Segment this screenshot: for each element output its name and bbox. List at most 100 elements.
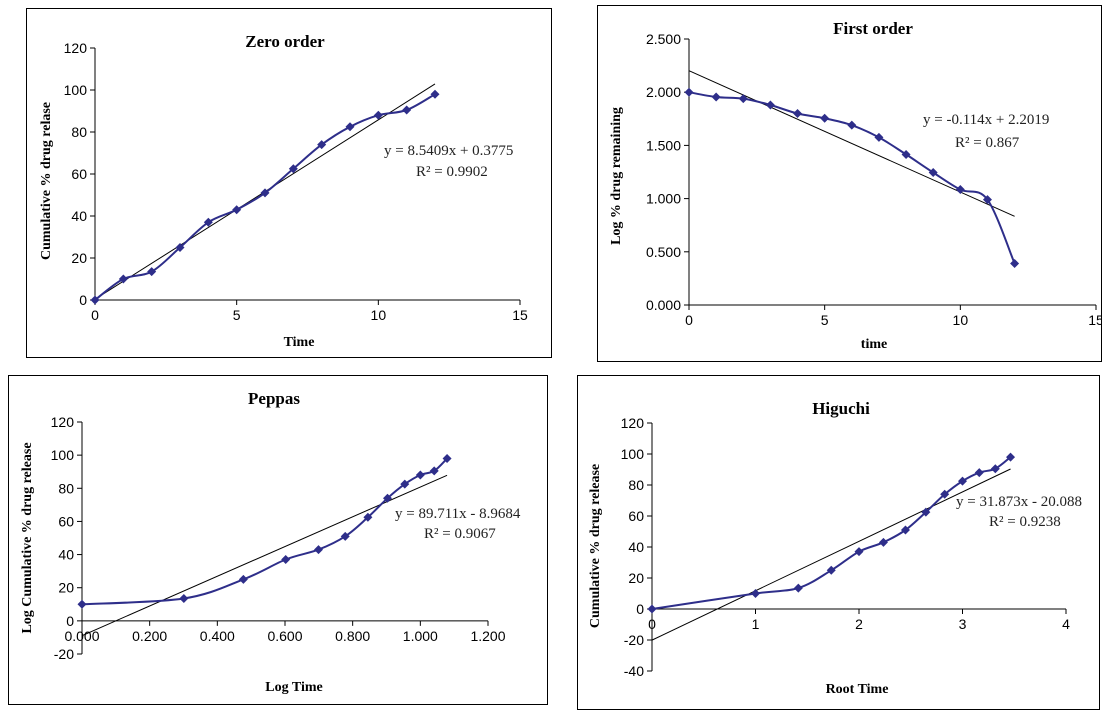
y-tick-label: 20 (71, 250, 87, 266)
x-axis-label: Time (284, 335, 315, 350)
data-point-marker (317, 140, 327, 150)
x-tick-label: 5 (821, 312, 829, 328)
data-point-marker (147, 267, 157, 277)
x-tick-label: 2 (855, 616, 863, 632)
data-point-marker (900, 525, 910, 535)
x-tick-label: 0 (685, 312, 693, 328)
y-axis-label: Cumulative % drug release (588, 464, 603, 628)
y-tick-label: 100 (51, 447, 75, 463)
y-tick-label: 60 (71, 166, 87, 182)
data-point-marker (313, 545, 323, 555)
data-point-marker (793, 583, 803, 593)
data-point-marker (203, 217, 213, 227)
data-point-marker (430, 89, 440, 99)
regression-equation: y = 8.5409x + 0.3775 (384, 143, 513, 159)
data-point-marker (878, 537, 888, 547)
y-tick-label: 40 (71, 208, 87, 224)
data-point-marker (118, 274, 128, 284)
data-point-marker (400, 479, 410, 489)
x-tick-label: 0 (648, 616, 656, 632)
y-tick-label: 80 (71, 124, 87, 140)
y-tick-label: 40 (58, 547, 74, 563)
r-squared: R² = 0.867 (955, 135, 1020, 151)
chart-title: Peppas (248, 389, 300, 408)
data-point-marker (179, 593, 189, 603)
data-point-marker (340, 531, 350, 541)
y-tick-label: 0.500 (646, 244, 681, 260)
data-point-marker (955, 185, 965, 195)
chart-panel-first-order: 0.000 0.500 1.000 1.500 2.000 2.500 0 5 10 15 Firs… (597, 5, 1102, 362)
chart-zero-order: 0 20 40 60 80 100 120 0 5 10 15 Zero order Time Cumul… (39, 32, 528, 350)
data-point-marker (990, 464, 1000, 474)
y-axis-label: Log Cumulative % drug release (20, 442, 35, 633)
x-axis-label: Log Time (265, 680, 322, 695)
data-point-marker (982, 195, 992, 205)
x-tick-label: 10 (953, 312, 969, 328)
y-tick-label: 100 (64, 82, 88, 98)
data-point-marker (793, 108, 803, 118)
data-point-marker (363, 512, 373, 522)
data-point-marker (442, 453, 452, 463)
x-tick-label: 10 (371, 307, 387, 323)
data-point-marker (921, 507, 931, 517)
x-tick-label: 15 (1088, 312, 1102, 328)
data-point-marker (232, 205, 242, 215)
regression-equation: y = 31.873x - 20.088 (956, 494, 1082, 510)
y-tick-label: -40 (624, 663, 644, 679)
chart-title: Zero order (245, 32, 325, 51)
y-tick-label: 60 (58, 513, 74, 529)
y-tick-label: 40 (628, 539, 644, 555)
y-axis-label: Cumulative % drug relase (39, 102, 54, 260)
y-tick-label: 0 (79, 292, 87, 308)
data-point-marker (901, 149, 911, 159)
x-tick-label: 0.200 (132, 628, 167, 644)
y-axis-label: Log % drug remaining (609, 107, 624, 245)
data-point-marker (402, 105, 412, 115)
data-point-marker (1010, 259, 1020, 269)
data-point-marker (238, 574, 248, 584)
data-point-marker (940, 489, 950, 499)
chart-panel-zero-order: 0 20 40 60 80 100 120 0 5 10 15 Zero order Time Cumul… (26, 8, 552, 358)
y-tick-label: 0.000 (646, 297, 681, 313)
x-axis-label: time (861, 337, 887, 352)
x-tick-label: 3 (959, 616, 967, 632)
data-point-marker (383, 493, 393, 503)
data-point-marker (711, 92, 721, 102)
data-point-marker (77, 599, 87, 609)
data-point-marker (958, 476, 967, 486)
x-tick-label: 15 (512, 307, 528, 323)
data-point-marker (1006, 452, 1016, 462)
data-point-marker (974, 468, 984, 478)
regression-equation: y = -0.114x + 2.2019 (923, 112, 1049, 128)
y-tick-label: 120 (621, 415, 645, 431)
y-tick-label: 120 (64, 40, 88, 56)
data-point-marker (288, 164, 298, 174)
data-point-marker (373, 110, 383, 120)
data-point-marker (765, 100, 775, 110)
data-point-marker (647, 604, 657, 614)
x-tick-label: 1.000 (403, 628, 438, 644)
r-squared: R² = 0.9902 (416, 164, 488, 180)
series-line (81, 457, 448, 606)
y-tick-label: 1.500 (646, 137, 681, 153)
y-tick-label: 100 (621, 446, 645, 462)
y-tick-label: 0 (66, 613, 74, 629)
trendline (81, 474, 448, 637)
y-tick-label: 2.000 (646, 84, 681, 100)
y-tick-label: 1.000 (646, 191, 681, 207)
y-tick-label: 80 (58, 480, 74, 496)
x-tick-label: 0.600 (267, 628, 302, 644)
chart-panel-peppas: -20 0 20 40 60 80 100 120 0.000 0.200 0.400 0.600 0.… (8, 375, 548, 705)
y-tick-label: 0 (636, 601, 644, 617)
data-point-marker (928, 168, 938, 178)
y-tick-label: 80 (628, 477, 644, 493)
data-point-marker (260, 188, 270, 198)
data-point-marker (175, 243, 185, 252)
chart-first-order: 0.000 0.500 1.000 1.500 2.000 2.500 0 5 10 15 Firs… (609, 19, 1102, 352)
data-point-marker (345, 122, 355, 132)
data-point-marker (738, 94, 748, 104)
data-point-marker (415, 470, 425, 480)
x-tick-label: 5 (233, 307, 241, 323)
x-tick-label: 1 (752, 616, 760, 632)
